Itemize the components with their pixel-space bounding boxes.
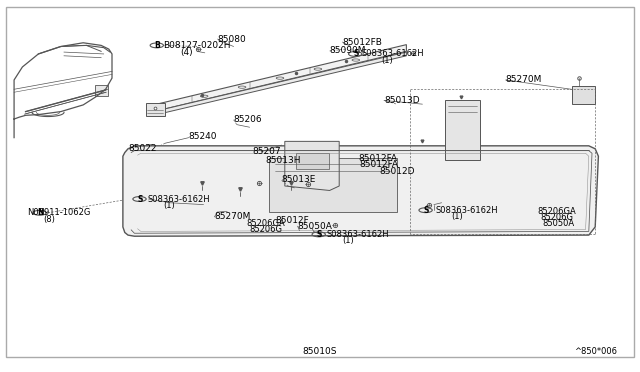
Text: 85013D: 85013D xyxy=(384,96,420,105)
Polygon shape xyxy=(285,141,339,190)
Text: B: B xyxy=(155,41,160,50)
Text: 85012FA: 85012FA xyxy=(358,154,397,163)
Text: N08911-1062G: N08911-1062G xyxy=(27,208,90,217)
Text: 85206G: 85206G xyxy=(541,213,574,222)
Text: 85010S: 85010S xyxy=(303,347,337,356)
Text: 85270M: 85270M xyxy=(506,76,542,84)
Text: (1): (1) xyxy=(451,212,463,221)
Text: 85050A: 85050A xyxy=(543,219,575,228)
Text: 85013H: 85013H xyxy=(266,156,301,165)
Text: 85206G: 85206G xyxy=(250,225,283,234)
Polygon shape xyxy=(123,146,598,236)
Text: 85240: 85240 xyxy=(189,132,218,141)
Text: 85206GA: 85206GA xyxy=(246,219,285,228)
Text: S08363-6162H: S08363-6162H xyxy=(147,195,210,203)
Text: (1): (1) xyxy=(381,56,392,65)
Text: B08127-0202H: B08127-0202H xyxy=(163,41,230,50)
Polygon shape xyxy=(154,52,406,115)
Text: 85270M: 85270M xyxy=(214,212,251,221)
Bar xyxy=(296,153,329,169)
Text: (4): (4) xyxy=(180,48,193,57)
Bar xyxy=(95,85,108,96)
Text: 85022: 85022 xyxy=(128,144,157,153)
Text: 85207: 85207 xyxy=(253,147,282,156)
Text: ^850*006: ^850*006 xyxy=(573,347,617,356)
Text: (1): (1) xyxy=(342,236,354,245)
Text: S: S xyxy=(353,49,358,58)
Text: S08363-6162H: S08363-6162H xyxy=(362,49,424,58)
Text: N: N xyxy=(37,208,44,217)
Text: S: S xyxy=(317,230,322,239)
Text: S08363-6162H: S08363-6162H xyxy=(326,230,389,239)
Text: (8): (8) xyxy=(44,215,56,224)
Text: 85012FB: 85012FB xyxy=(342,38,382,46)
Bar xyxy=(146,103,165,116)
Text: S08363-6162H: S08363-6162H xyxy=(435,206,498,215)
Text: 85050A: 85050A xyxy=(298,222,332,231)
Text: 85090M: 85090M xyxy=(330,46,366,55)
Text: 85206: 85206 xyxy=(234,115,262,124)
Text: S: S xyxy=(424,206,429,215)
Text: 85013E: 85013E xyxy=(282,175,316,184)
Bar xyxy=(269,158,397,212)
Polygon shape xyxy=(572,86,595,104)
Text: 85012F: 85012F xyxy=(275,216,309,225)
Polygon shape xyxy=(445,100,480,160)
Text: 85080: 85080 xyxy=(218,35,246,44)
Text: 85206GA: 85206GA xyxy=(538,207,577,216)
Text: S: S xyxy=(138,195,143,203)
Polygon shape xyxy=(154,45,406,112)
Text: (1): (1) xyxy=(163,201,175,210)
Text: 85012D: 85012D xyxy=(379,167,414,176)
Text: 85012FA: 85012FA xyxy=(360,160,399,169)
